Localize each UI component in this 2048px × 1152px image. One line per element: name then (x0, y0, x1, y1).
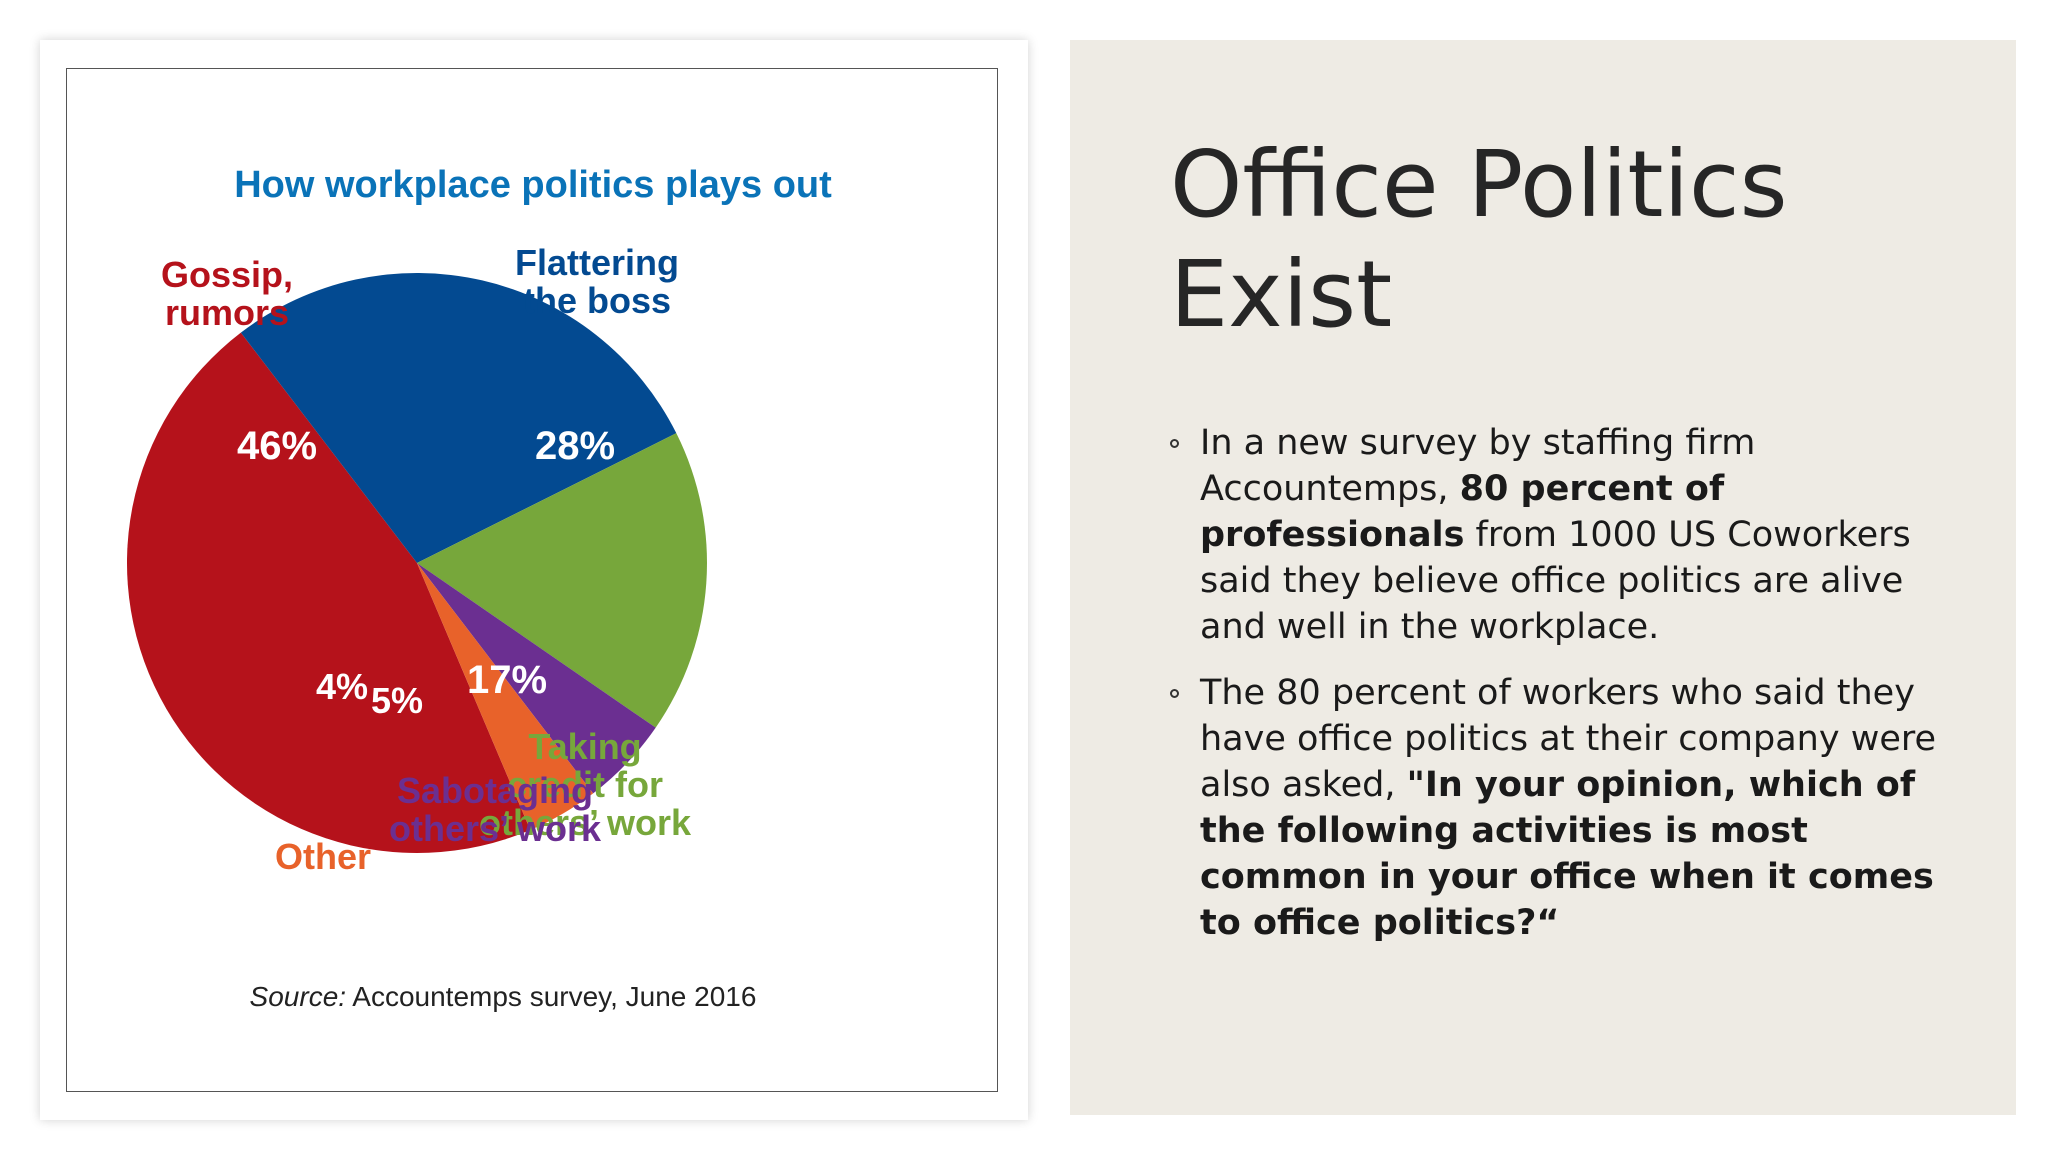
bullet-1-segment-1: In a new survey by staffing firm Account… (1200, 423, 1756, 509)
source-text: Accountemps survey, June 2016 (346, 981, 756, 1012)
pie-value-label-sabotaging: 5% (371, 680, 423, 721)
slide-title-line-2: Exist (1170, 241, 1393, 348)
text-panel: Office Politics Exist In a new survey by… (1070, 40, 2016, 1115)
pie-slices (126, 273, 707, 854)
pie-chart: 46% Gossip, rumors 28% Flattering the boss 17%… (126, 164, 832, 1012)
bullet-circle-icon (1170, 439, 1179, 448)
pie-value-label-flattering: 28% (535, 424, 615, 468)
pie-category-label-line: credit for (507, 764, 663, 805)
pie-category-label-taking-credit: Taking credit for others’ work (479, 726, 692, 843)
pie-category-label-line: the boss (523, 280, 671, 321)
pie-slice-other (417, 563, 594, 830)
pie-category-label-line: Gossip, (161, 254, 293, 295)
pie-category-label-line: rumors (165, 292, 289, 333)
slide-title: Office Politics Exist (1170, 130, 1970, 350)
source-label: Source: (250, 981, 347, 1012)
pie-slice-sabotaging (417, 563, 656, 794)
chart-frame: 46% Gossip, rumors 28% Flattering the boss 17%… (66, 68, 998, 1092)
bullet-1-segment-3: from 1000 US Coworkers said they believe… (1200, 515, 1911, 647)
pie-category-label-line: others’ work (389, 808, 602, 849)
pie-slice-flattering (240, 273, 677, 563)
pie-value-label-taking-credit: 17% (467, 658, 547, 702)
slide-title-line-1: Office Politics (1170, 131, 1788, 238)
pie-slice-taking-credit (417, 433, 707, 728)
pie-category-label-line: others’ work (479, 802, 692, 843)
bullet-1-segment-2: 80 percent of professionals (1200, 469, 1725, 555)
pie-value-label-gossip: 46% (237, 424, 317, 468)
bullet-list: In a new survey by staffing firm Account… (1170, 420, 1960, 966)
pie-category-label-line: Other (275, 836, 371, 877)
pie-category-label-line: Flattering (515, 242, 679, 283)
pie-category-label-sabotaging: Sabotaging others’ work (389, 770, 602, 849)
chart-source: Source: Accountemps survey, June 2016 (250, 981, 757, 1012)
pie-slice-gossip (126, 332, 531, 854)
chart-title: How workplace politics plays out (234, 164, 832, 206)
bullet-1: In a new survey by staffing firm Account… (1170, 420, 1960, 650)
pie-value-label-other: 4% (316, 666, 368, 707)
bullet-2-segment-1: The 80 percent of workers who said they … (1200, 673, 1937, 805)
pie-category-label-other: Other (275, 836, 371, 877)
bullet-2: The 80 percent of workers who said they … (1170, 670, 1960, 946)
bullet-circle-icon (1170, 689, 1179, 698)
pie-category-label-line: Taking (528, 726, 641, 767)
pie-category-label-line: Sabotaging (397, 770, 593, 811)
pie-labels: 46% Gossip, rumors 28% Flattering the boss 17%… (161, 242, 692, 877)
pie-category-label-flattering: Flattering the boss (515, 242, 679, 321)
bullet-2-segment-2: "In your opinion, which of the following… (1200, 765, 1934, 943)
pie-category-label-gossip: Gossip, rumors (161, 254, 293, 333)
